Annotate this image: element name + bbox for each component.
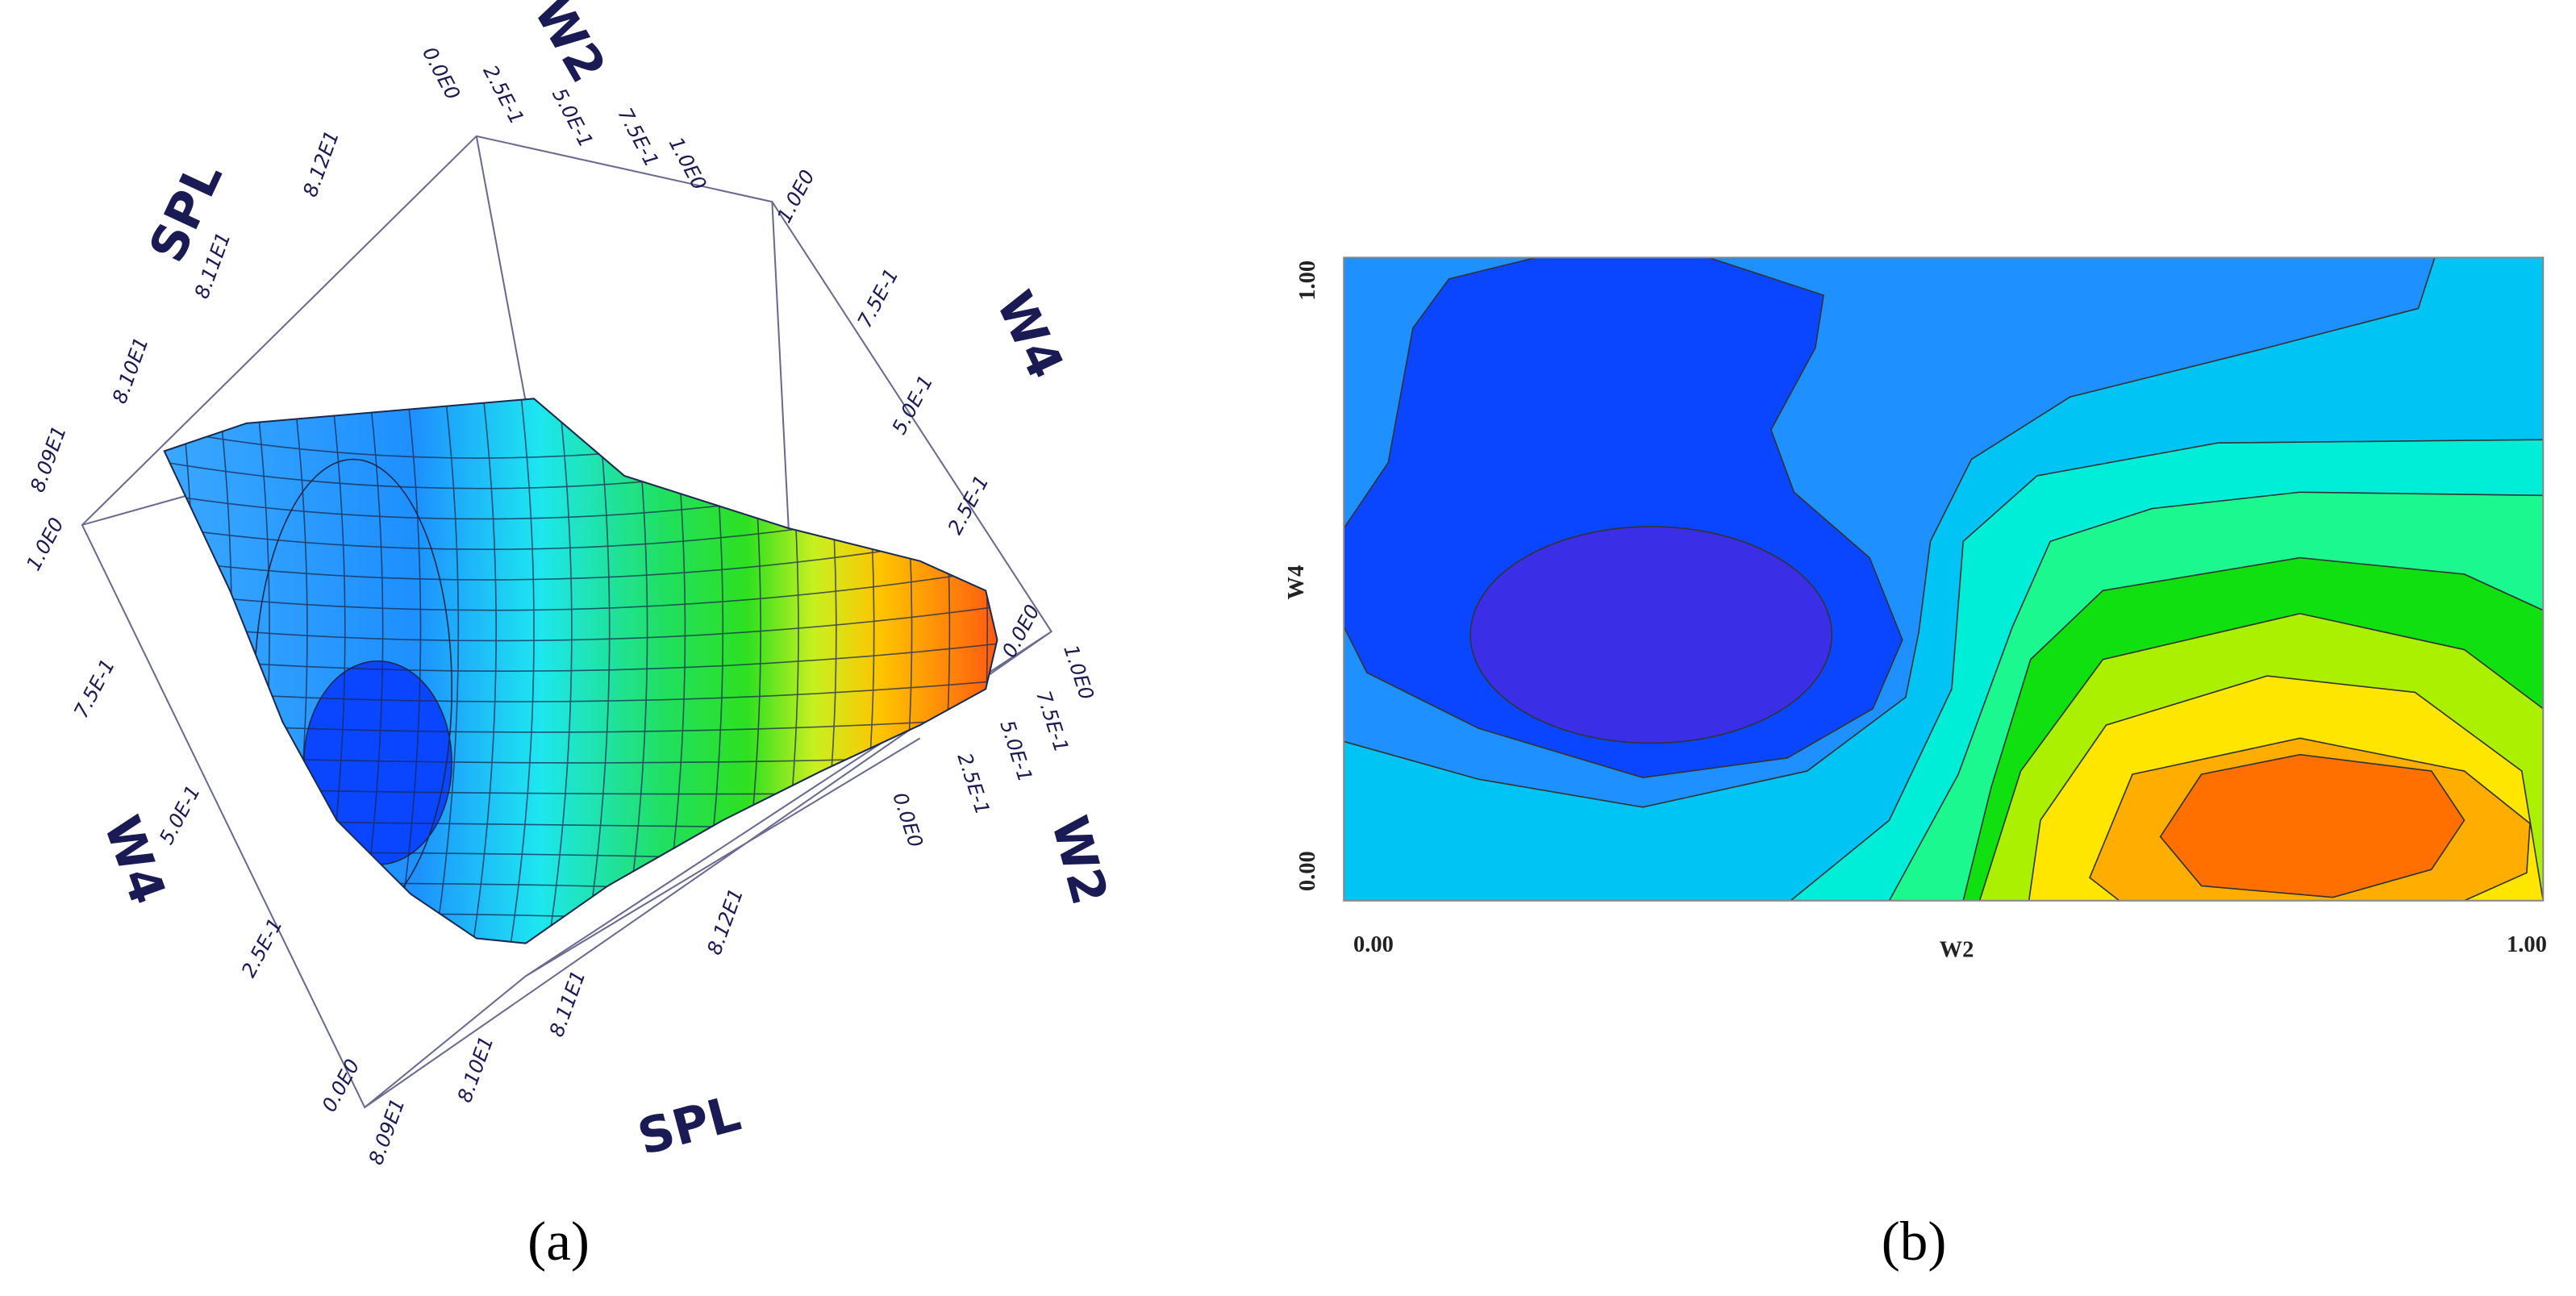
x-tick-label: 0.00 — [1353, 932, 1394, 957]
tick-label: 7.5E-1 — [69, 655, 120, 722]
tick-label: 0.0E0 — [317, 1055, 364, 1115]
mesh-line — [465, 398, 497, 944]
mesh-line — [164, 640, 998, 673]
surface-panel — [81, 135, 1053, 1109]
contour-plot — [1344, 257, 2544, 901]
tick-label: 0.0E0 — [418, 43, 465, 103]
axis-title: W4 — [985, 283, 1074, 387]
tick-label: 8.10E1 — [107, 334, 152, 406]
panel-label: (b) — [1882, 1210, 1947, 1272]
axis-title: SPL — [632, 1085, 747, 1167]
axis-title: W2 — [1040, 811, 1118, 911]
x-tick-label: 1.00 — [2507, 932, 2547, 957]
tick-label: 2.5E-1 — [952, 750, 994, 818]
y-axis-title: W4 — [1284, 565, 1309, 600]
tick-label: 0.0E0 — [888, 790, 927, 850]
mesh-line — [164, 565, 998, 611]
mesh-line — [541, 398, 573, 944]
x-axis-title: W2 — [1940, 937, 1974, 962]
tick-label: 2.5E-1 — [236, 915, 287, 981]
tick-label: 1.0E0 — [772, 166, 819, 227]
tick-label: 8.10E1 — [452, 1033, 498, 1106]
axis-title: W2 — [523, 0, 616, 92]
tick-label: 0.0E0 — [997, 601, 1044, 661]
tick-label: 1.0E0 — [665, 133, 711, 194]
tick-label: 8.09E1 — [364, 1095, 409, 1168]
y-tick-label: 0.00 — [1295, 851, 1320, 891]
tick-label: 7.5E-1 — [613, 104, 664, 171]
tick-label: 7.5E-1 — [1032, 688, 1073, 756]
tick-label: 5.0E-1 — [548, 84, 598, 151]
tick-label: 5.0E-1 — [887, 371, 938, 438]
mesh-line — [164, 678, 998, 702]
surface-outline — [163, 398, 998, 944]
plot-frame — [1343, 256, 2545, 902]
tick-label: 1.0E0 — [22, 514, 69, 574]
mesh-line — [427, 398, 460, 944]
tick-label: 5.0E-1 — [995, 717, 1037, 785]
tick-label: 8.12E1 — [298, 127, 344, 200]
y-tick-label: 1.00 — [1295, 260, 1320, 301]
tick-label: 5.0E-1 — [154, 781, 205, 848]
tick-label: 2.5E-1 — [943, 471, 994, 538]
mesh-line — [164, 602, 998, 642]
panel-label: (a) — [527, 1210, 590, 1272]
mesh-line — [503, 398, 535, 944]
tick-label: 8.09E1 — [25, 423, 70, 495]
tick-label: 7.5E-1 — [852, 265, 903, 331]
tick-label: 2.5E-1 — [478, 61, 529, 128]
tick-label: 8.12E1 — [702, 886, 748, 958]
tick-label: 1.0E0 — [1059, 642, 1098, 702]
